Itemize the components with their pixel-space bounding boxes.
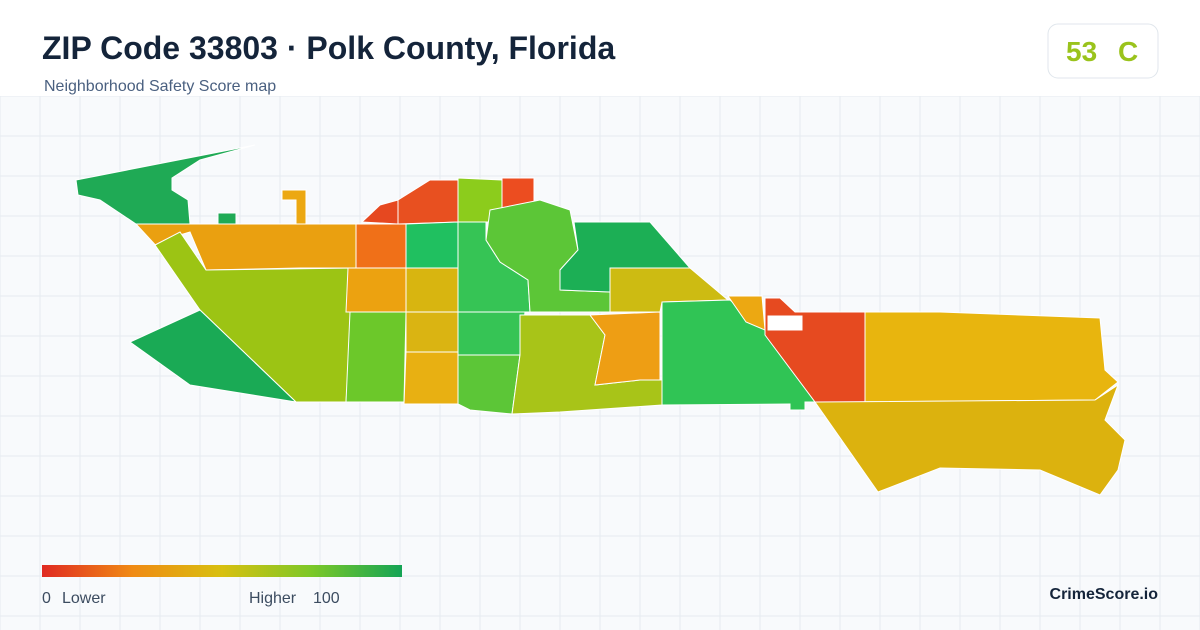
area: [864, 311, 1119, 403]
score-grade: C: [1118, 36, 1138, 67]
area: [405, 221, 459, 269]
area: [403, 351, 459, 405]
area: [457, 311, 526, 356]
area: [345, 311, 407, 403]
subtitle: Neighborhood Safety Score map: [44, 78, 276, 95]
header-bg: [0, 0, 1200, 96]
legend-min-label: Lower: [62, 590, 106, 607]
score-value: 53: [1066, 36, 1097, 67]
legend-min: 0: [42, 590, 51, 607]
legend-bar: [42, 565, 402, 577]
area: [355, 223, 407, 269]
area: [217, 212, 237, 225]
area: [129, 309, 298, 403]
area: [281, 189, 307, 225]
area-hole: [767, 315, 803, 331]
area: [405, 311, 459, 353]
area: [814, 383, 1126, 496]
brand: CrimeScore.io: [1050, 586, 1159, 603]
title: ZIP Code 33803 · Polk County, Florida: [42, 30, 615, 66]
area: [405, 267, 459, 313]
area: [75, 144, 256, 225]
score-box: [1047, 23, 1159, 79]
zip-map: [75, 144, 1126, 496]
legend-max: 100: [313, 590, 340, 607]
legend-max-label: Higher: [249, 590, 297, 607]
area: [345, 267, 407, 313]
area: [457, 354, 521, 415]
